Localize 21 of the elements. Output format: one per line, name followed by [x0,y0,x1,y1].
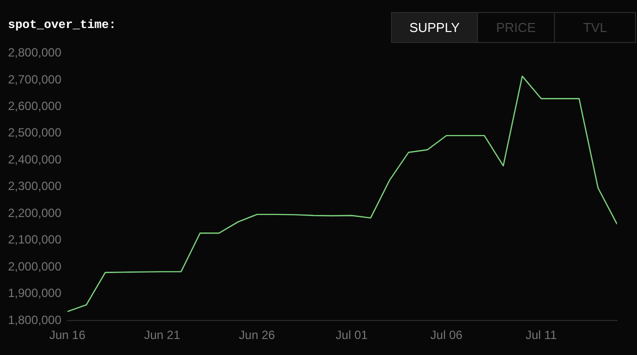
tab-button[interactable]: SUPPLY [391,12,478,43]
x-tick-label: Jul 01 [336,328,368,342]
y-tick-label: 2,400,000 [8,152,62,166]
y-tick-label: 2,300,000 [8,179,62,194]
x-tick-label: Jun 16 [49,328,86,342]
chart-title: spot_over_time: [8,18,116,32]
tab-button[interactable]: TVL [554,12,636,43]
y-tick-label: 2,800,000 [8,46,62,60]
y-tick-label: 2,500,000 [8,126,62,140]
y-tick-label: 2,700,000 [8,72,62,86]
tab-button[interactable]: PRICE [477,12,555,43]
x-tick-label: Jun 26 [238,328,276,342]
y-tick-label: 2,000,000 [8,259,62,274]
x-tick-label: Jul 11 [526,328,558,342]
y-tick-label: 1,900,000 [8,286,62,300]
x-tick-label: Jul 06 [430,328,463,342]
y-tick-label: 2,200,000 [8,206,62,220]
y-tick-label: 1,800,000 [8,312,62,327]
y-tick-label: 2,600,000 [8,98,62,113]
y-tick-label: 2,100,000 [8,232,62,247]
x-tick-label: Jun 21 [144,328,180,342]
